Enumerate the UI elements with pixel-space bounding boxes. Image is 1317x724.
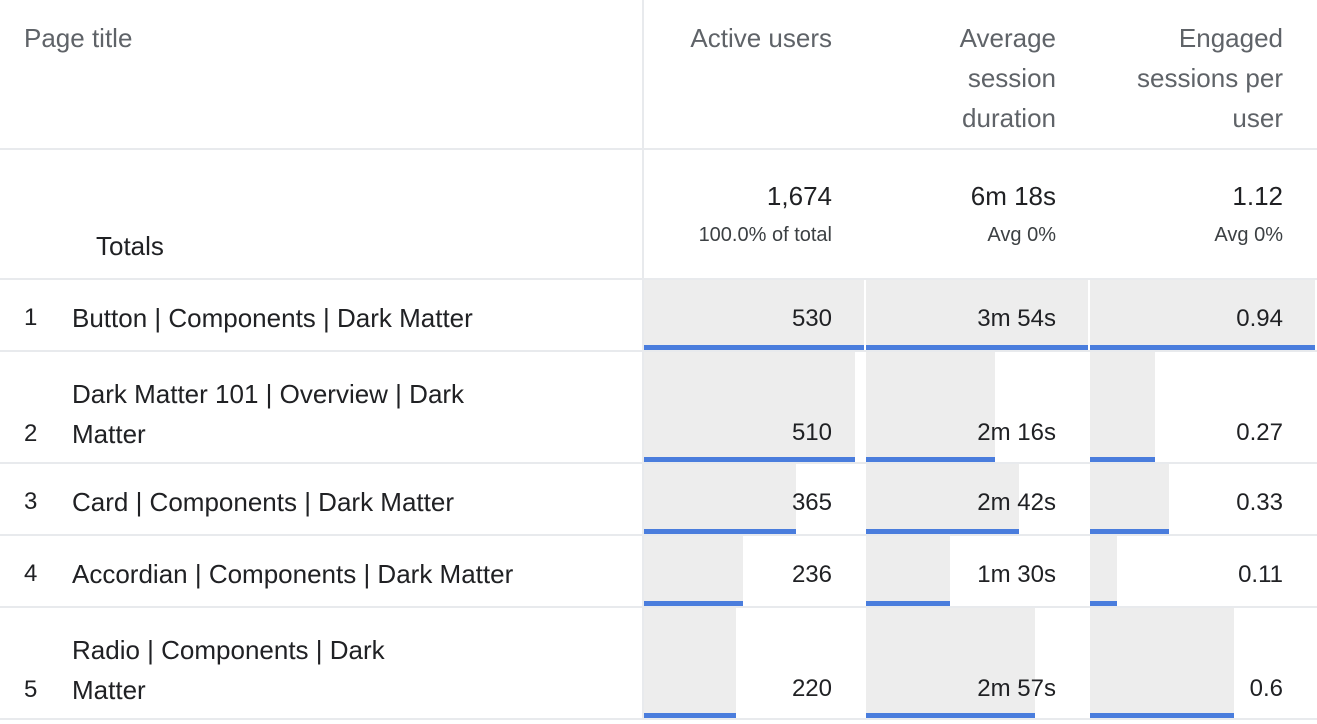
duration-bar bbox=[866, 608, 1035, 718]
cell-engaged-sessions: 0.27 bbox=[1088, 352, 1315, 462]
totals-spacer bbox=[0, 150, 96, 278]
cell-active-users: 510 bbox=[642, 352, 864, 462]
cell-value: 0.27 bbox=[1236, 419, 1283, 446]
cell-avg-session-duration: 2m 57s bbox=[864, 608, 1088, 718]
cell-value: 3m 54s bbox=[977, 305, 1056, 332]
cell-value: 1m 30s bbox=[977, 561, 1056, 588]
cell-engaged-sessions: 0.33 bbox=[1088, 464, 1315, 534]
row-rank: 4 bbox=[24, 560, 38, 587]
totals-label-text: Totals bbox=[96, 231, 164, 261]
cell-value: 2m 16s bbox=[977, 419, 1056, 446]
cell-value: 0.6 bbox=[1249, 675, 1283, 702]
engaged-bar bbox=[1090, 536, 1117, 606]
row-page-title: Button | Components | Dark Matter bbox=[72, 280, 642, 350]
engaged-bar bbox=[1090, 280, 1315, 350]
row-rank: 3 bbox=[24, 488, 38, 515]
duration-bar bbox=[866, 280, 1088, 350]
totals-value: 1.12 bbox=[1232, 181, 1283, 211]
row-rank: 2 bbox=[24, 420, 38, 447]
active-users-bar bbox=[644, 536, 743, 606]
totals-value: 6m 18s bbox=[970, 181, 1056, 211]
column-header-page-title[interactable]: Page title bbox=[0, 0, 642, 148]
active-users-bar bbox=[644, 352, 856, 462]
cell-value: 0.33 bbox=[1236, 489, 1283, 516]
cell-value: 236 bbox=[791, 561, 832, 588]
cell-engaged-sessions: 0.11 bbox=[1088, 536, 1315, 606]
column-header-label: Active users bbox=[690, 23, 832, 53]
row-page-title-text: Accordian | Components | Dark Matter bbox=[72, 559, 514, 589]
row-rank: 5 bbox=[24, 676, 38, 703]
column-header-label-line: Average bbox=[959, 23, 1056, 53]
cell-active-users: 236 bbox=[642, 536, 864, 606]
active-users-bar bbox=[644, 608, 737, 718]
cell-active-users: 365 bbox=[642, 464, 864, 534]
row-page-title-text: Card | Components | Dark Matter bbox=[72, 487, 454, 517]
row-page-title: Radio | Components | Dark Matter bbox=[72, 608, 642, 718]
table-row[interactable]: 1 Button | Components | Dark Matter 530 … bbox=[0, 280, 1317, 352]
column-header-label: Page title bbox=[24, 23, 133, 53]
row-page-title: Card | Components | Dark Matter bbox=[72, 464, 642, 534]
row-page-title-text: Dark Matter 101 | Overview | Dark Matter bbox=[72, 379, 465, 449]
column-header-label-line: user bbox=[1232, 103, 1283, 133]
totals-row: Totals 1,674 100.0% of total 6m 18s Avg … bbox=[0, 150, 1317, 280]
column-header-label-line: Engaged bbox=[1178, 23, 1283, 53]
totals-subtext: Avg 0% bbox=[987, 224, 1056, 246]
column-header-label-line: session bbox=[967, 63, 1056, 93]
cell-value: 510 bbox=[791, 419, 832, 446]
column-header-label-line: duration bbox=[962, 103, 1056, 133]
column-header-engaged-sessions[interactable]: Engaged sessions per user bbox=[1088, 0, 1315, 148]
column-header-active-users[interactable]: Active users bbox=[642, 0, 864, 148]
column-header-avg-session-duration[interactable]: Average session duration bbox=[864, 0, 1088, 148]
column-header-label-line: sessions per bbox=[1137, 63, 1283, 93]
row-rank: 1 bbox=[24, 304, 38, 331]
cell-avg-session-duration: 2m 16s bbox=[864, 352, 1088, 462]
row-page-title: Accordian | Components | Dark Matter bbox=[72, 536, 642, 606]
engaged-bar bbox=[1090, 352, 1156, 462]
cell-value: 530 bbox=[791, 305, 832, 332]
cell-value: 220 bbox=[791, 675, 832, 702]
cell-engaged-sessions: 0.6 bbox=[1088, 608, 1315, 718]
row-page-title-text: Radio | Components | Dark Matter bbox=[72, 635, 385, 705]
active-users-bar bbox=[644, 280, 864, 350]
engaged-bar bbox=[1090, 464, 1169, 534]
cell-avg-session-duration: 3m 54s bbox=[864, 280, 1088, 350]
totals-avg-session-duration: 6m 18s Avg 0% bbox=[864, 150, 1088, 278]
cell-active-users: 220 bbox=[642, 608, 864, 718]
cell-value: 2m 42s bbox=[977, 489, 1056, 516]
totals-value: 1,674 bbox=[766, 181, 832, 211]
totals-active-users: 1,674 100.0% of total bbox=[642, 150, 864, 278]
table-header: Page title Active users Average session … bbox=[0, 0, 1317, 150]
cell-active-users: 530 bbox=[642, 280, 864, 350]
duration-bar bbox=[866, 352, 995, 462]
cell-value: 365 bbox=[791, 489, 832, 516]
table-row[interactable]: 3 Card | Components | Dark Matter 365 2m… bbox=[0, 464, 1317, 536]
table-row[interactable]: 4 Accordian | Components | Dark Matter 2… bbox=[0, 536, 1317, 608]
cell-value: 2m 57s bbox=[977, 675, 1056, 702]
cell-value: 0.94 bbox=[1236, 305, 1283, 332]
cell-avg-session-duration: 1m 30s bbox=[864, 536, 1088, 606]
totals-subtext: 100.0% of total bbox=[698, 224, 832, 246]
totals-label: Totals bbox=[96, 150, 642, 278]
engaged-bar bbox=[1090, 608, 1234, 718]
duration-bar bbox=[866, 464, 1020, 534]
totals-engaged-sessions: 1.12 Avg 0% bbox=[1088, 150, 1315, 278]
cell-value: 0.11 bbox=[1238, 561, 1283, 588]
table-row[interactable]: 2 Dark Matter 101 | Overview | Dark Matt… bbox=[0, 352, 1317, 464]
totals-subtext: Avg 0% bbox=[1214, 224, 1283, 246]
active-users-bar bbox=[644, 464, 796, 534]
cell-avg-session-duration: 2m 42s bbox=[864, 464, 1088, 534]
row-page-title-text: Button | Components | Dark Matter bbox=[72, 303, 473, 333]
table-row[interactable]: 5 Radio | Components | Dark Matter 220 2… bbox=[0, 608, 1317, 720]
row-page-title: Dark Matter 101 | Overview | Dark Matter bbox=[72, 352, 642, 462]
cell-engaged-sessions: 0.94 bbox=[1088, 280, 1315, 350]
duration-bar bbox=[866, 536, 951, 606]
